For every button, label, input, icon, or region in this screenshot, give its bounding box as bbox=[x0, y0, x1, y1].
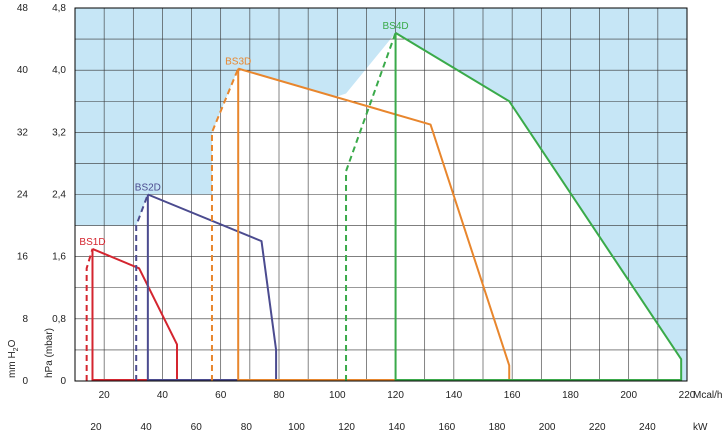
left-axis-label: mm H2O bbox=[7, 339, 20, 378]
left-tick-label: 32 bbox=[17, 127, 29, 138]
right-tick-label: 1,6 bbox=[52, 252, 66, 263]
left-tick-label: 48 bbox=[17, 3, 29, 14]
x-unit-mcal: Mcal/h bbox=[693, 390, 722, 401]
x-tick-kw: 40 bbox=[141, 422, 153, 431]
right-tick-label: 0,8 bbox=[52, 314, 66, 325]
x-tick-kw: 60 bbox=[191, 422, 203, 431]
series-line-bs4d bbox=[395, 32, 683, 381]
x-tick-kw: 180 bbox=[489, 422, 506, 431]
right-tick-label: 4,0 bbox=[52, 65, 66, 76]
series-line-bs3d bbox=[237, 67, 511, 381]
series-label-bs3d: BS3D bbox=[225, 57, 251, 68]
x-tick-kw: 160 bbox=[439, 422, 456, 431]
x-tick-mcal: 180 bbox=[562, 390, 579, 401]
series-lines: BS1D BS2D BS3D BS4D bbox=[79, 21, 683, 381]
series-line-dashed-bs4d bbox=[345, 32, 397, 381]
x-tick-mcal: 40 bbox=[157, 390, 169, 401]
series-line-dashed-bs1d bbox=[85, 248, 94, 381]
axes bbox=[74, 7, 688, 382]
x-tick-kw: 220 bbox=[589, 422, 606, 431]
x-tick-kw: 20 bbox=[90, 422, 102, 431]
x-tick-mcal: 20 bbox=[99, 390, 111, 401]
right-tick-label: 2,4 bbox=[52, 190, 66, 201]
series-line-dashed-bs2d bbox=[135, 194, 149, 381]
left-tick-label: 24 bbox=[17, 190, 29, 201]
right-tick-label: 4,8 bbox=[52, 3, 66, 14]
x-tick-mcal: 140 bbox=[446, 390, 463, 401]
x-tick-mcal: 160 bbox=[504, 390, 521, 401]
x-tick-kw: 200 bbox=[539, 422, 556, 431]
right-axis-label: hPa (mbar) bbox=[44, 328, 55, 378]
x-tick-mcal: 120 bbox=[387, 390, 404, 401]
right-tick-label: 0 bbox=[60, 376, 66, 387]
series-label-bs2d: BS2D bbox=[135, 183, 161, 194]
x-unit-kw: kW bbox=[693, 422, 708, 431]
left-tick-label: 0 bbox=[22, 376, 28, 387]
right-tick-label: 3,2 bbox=[52, 127, 66, 138]
left-tick-label: 8 bbox=[22, 314, 28, 325]
series-label-bs4d: BS4D bbox=[383, 21, 409, 32]
tick-labels: 0 8 16 24 32 40 48 0 0,8 1,6 2,4 3,2 4,0 4,8 20 40 60 80 1… bbox=[17, 3, 696, 431]
x-tick-mcal: 80 bbox=[273, 390, 285, 401]
x-tick-kw: 80 bbox=[241, 422, 253, 431]
x-tick-kw: 140 bbox=[388, 422, 405, 431]
x-tick-mcal: 60 bbox=[215, 390, 227, 401]
plot-frame bbox=[74, 7, 688, 382]
x-tick-mcal: 220 bbox=[679, 390, 696, 401]
series-line-bs2d bbox=[147, 193, 278, 381]
left-tick-label: 40 bbox=[17, 65, 29, 76]
x-tick-mcal: 100 bbox=[329, 390, 346, 401]
x-tick-kw: 120 bbox=[338, 422, 355, 431]
x-tick-kw: 240 bbox=[639, 422, 656, 431]
series-line-dashed-bs3d bbox=[210, 68, 240, 381]
left-tick-label: 16 bbox=[17, 252, 29, 263]
series-label-bs1d: BS1D bbox=[79, 237, 105, 248]
series-line-bs1d bbox=[92, 247, 178, 381]
x-tick-kw: 100 bbox=[288, 422, 305, 431]
x-tick-mcal: 200 bbox=[620, 390, 637, 401]
